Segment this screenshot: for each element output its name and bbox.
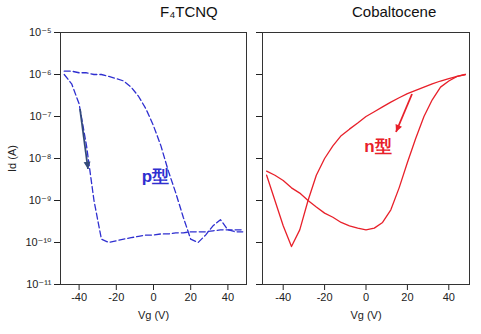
svg-text:-20: -20 [317, 291, 333, 303]
svg-text:10⁻⁵: 10⁻⁵ [29, 26, 52, 38]
svg-text:0: 0 [150, 291, 156, 303]
svg-text:p型: p型 [142, 167, 169, 186]
svg-text:Vg (V): Vg (V) [350, 309, 381, 321]
svg-text:10⁻¹¹: 10⁻¹¹ [26, 278, 52, 290]
svg-text:-20: -20 [108, 291, 124, 303]
svg-text:Id (A): Id (A) [6, 145, 18, 172]
svg-text:-40: -40 [275, 291, 291, 303]
svg-text:40: 40 [443, 291, 455, 303]
svg-text:-40: -40 [71, 291, 87, 303]
svg-text:0: 0 [363, 291, 369, 303]
svg-text:20: 20 [401, 291, 413, 303]
svg-text:Vg (V): Vg (V) [138, 309, 169, 321]
svg-text:10⁻⁹: 10⁻⁹ [29, 194, 52, 206]
svg-text:n型: n型 [364, 137, 391, 156]
svg-text:10⁻¹⁰: 10⁻¹⁰ [25, 236, 52, 248]
svg-text:10⁻⁸: 10⁻⁸ [29, 152, 52, 164]
svg-text:10⁻⁷: 10⁻⁷ [29, 110, 51, 122]
svg-text:20: 20 [185, 291, 197, 303]
svg-text:10⁻⁶: 10⁻⁶ [29, 68, 52, 80]
svg-text:40: 40 [222, 291, 234, 303]
html-text:Cobaltocene: Cobaltocene [352, 3, 437, 20]
html-text:F₄TCNQ: F₄TCNQ [160, 3, 218, 20]
